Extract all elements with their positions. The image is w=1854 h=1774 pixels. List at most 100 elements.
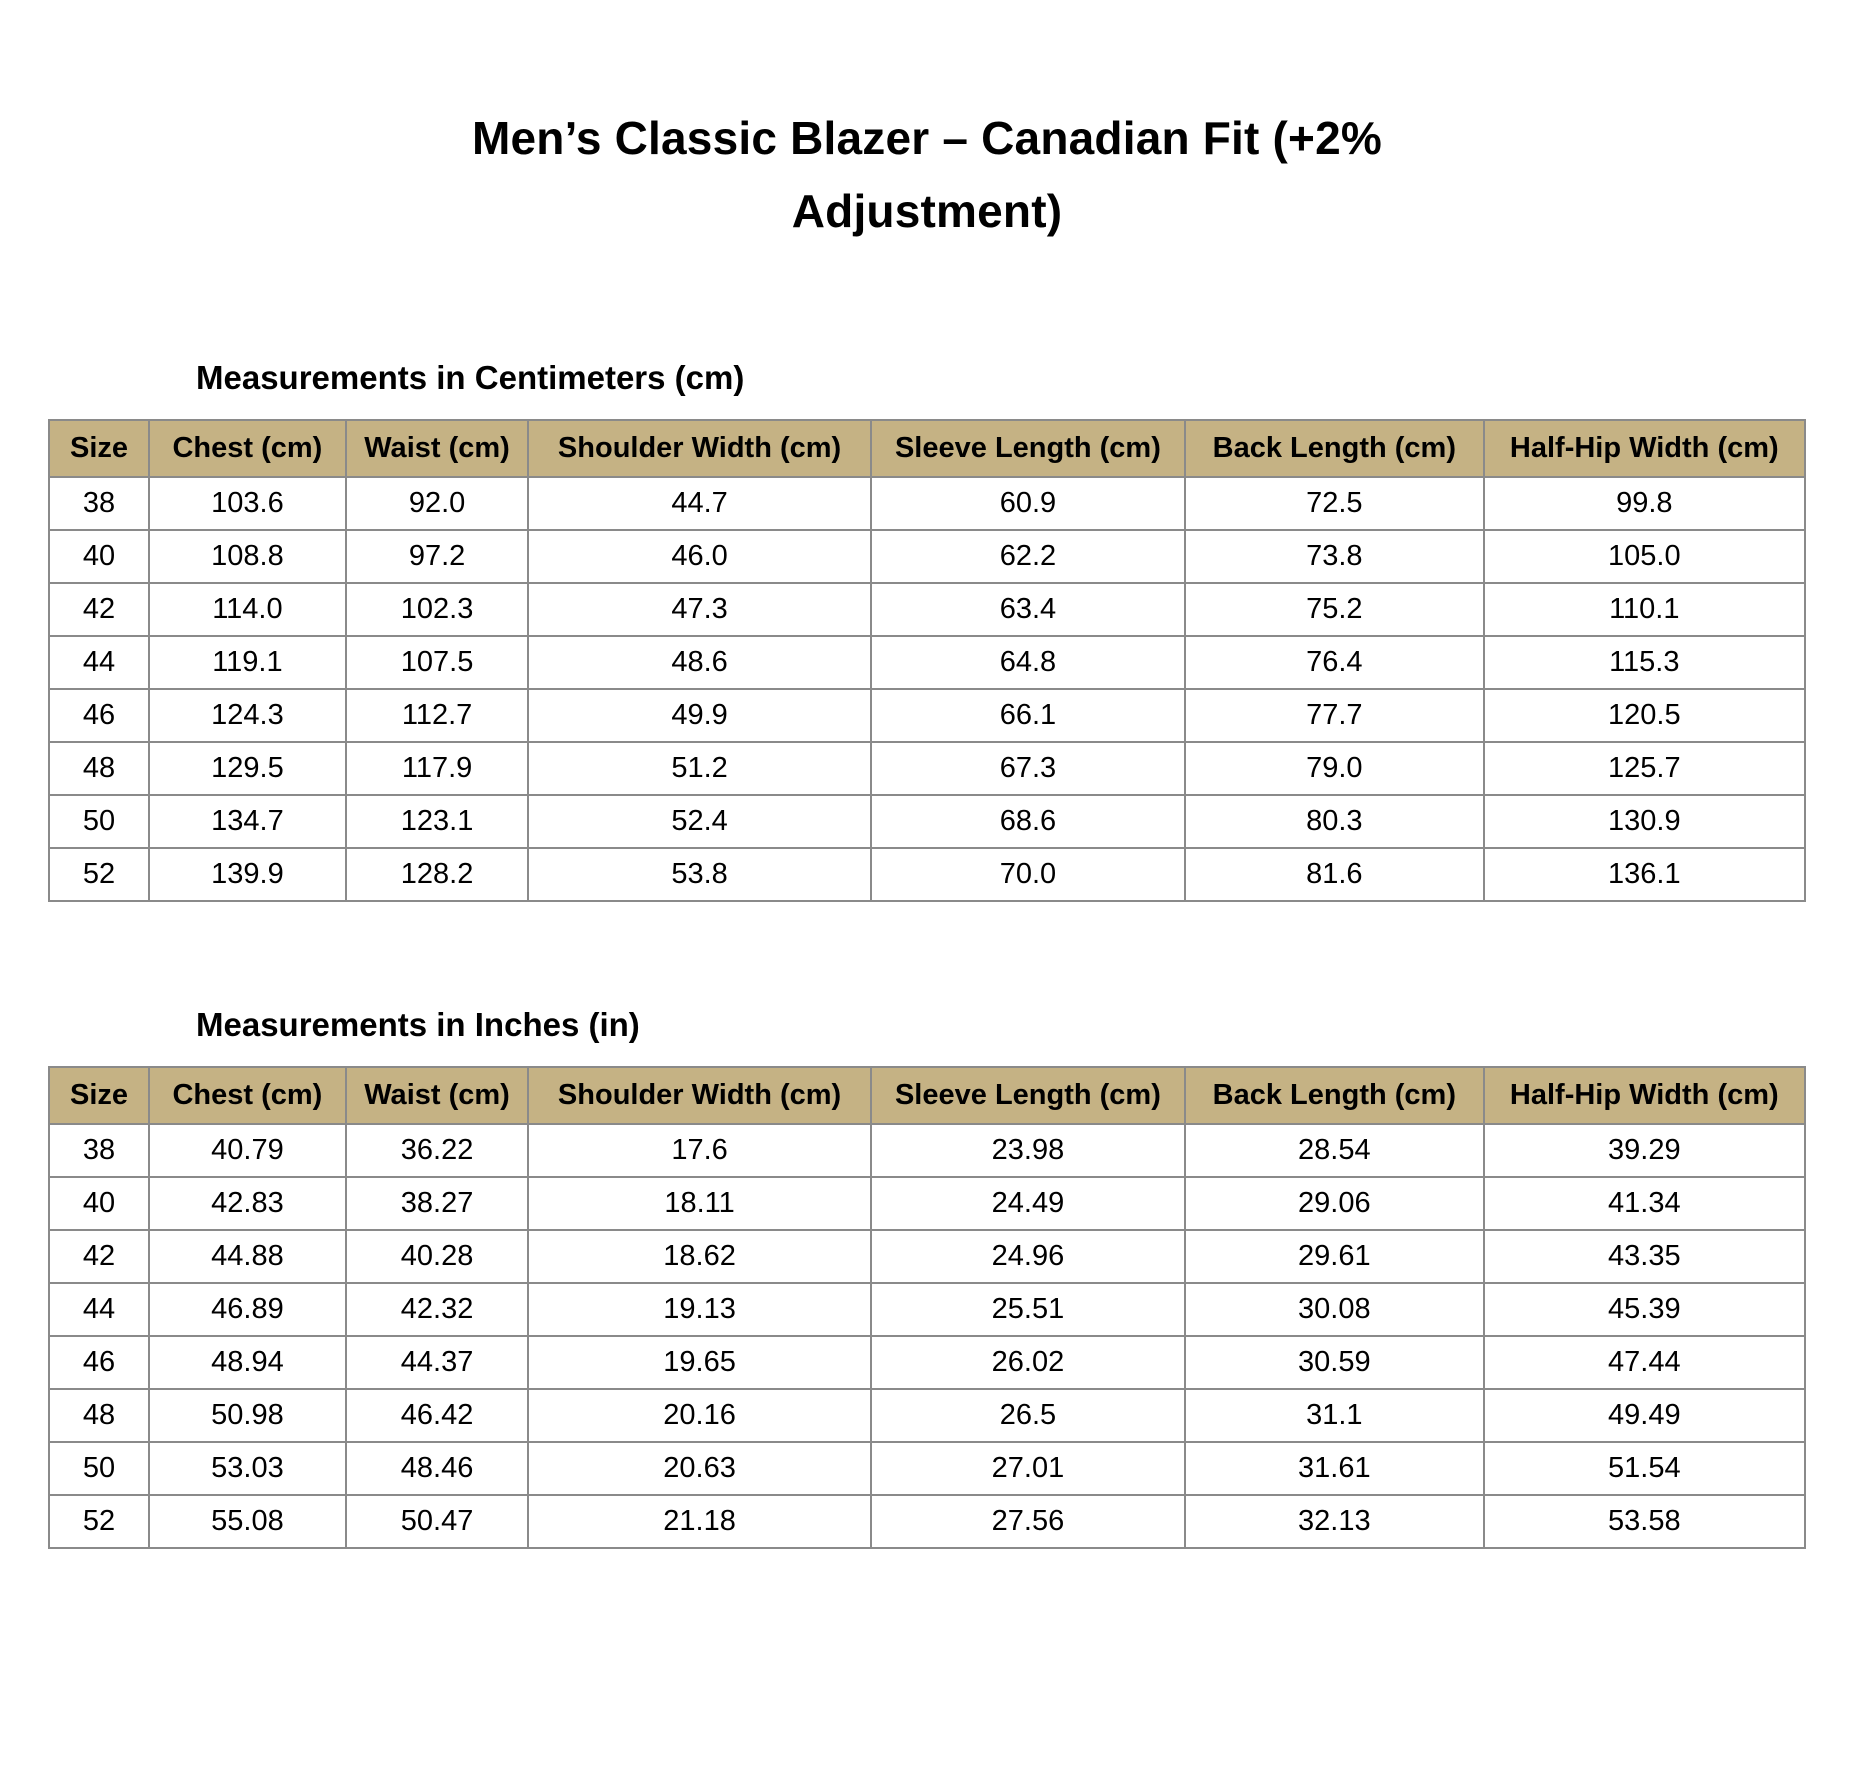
measurement-cell: 92.0: [344, 476, 530, 532]
measurement-cell: 47.3: [527, 582, 872, 638]
measurement-cell: 51.2: [527, 741, 872, 797]
measurement-cell: 55.08: [148, 1494, 347, 1550]
table-row: 46 48.94 44.37 19.65 26.02 30.59 47.44: [47, 1335, 1807, 1391]
measurement-cell: 49.49: [1482, 1388, 1807, 1444]
measurement-cell: 77.7: [1184, 688, 1485, 744]
measurement-cell: 66.1: [869, 688, 1187, 744]
measurement-cell: 29.06: [1184, 1176, 1485, 1232]
measurement-cell: 102.3: [344, 582, 530, 638]
header-row: Size Chest (cm) Waist (cm) Shoulder Width (…: [47, 419, 1807, 479]
column-header: Shoulder Width (cm): [527, 1066, 872, 1126]
measurement-cell: 52.4: [527, 794, 872, 850]
measurement-cell: 36.22: [344, 1123, 530, 1179]
size-cell: 40: [47, 1176, 151, 1232]
table-row: 50 53.03 48.46 20.63 27.01 31.61 51.54: [47, 1441, 1807, 1497]
column-header: Sleeve Length (cm): [869, 419, 1187, 479]
measurement-cell: 46.0: [527, 529, 872, 585]
size-cell: 50: [47, 1441, 151, 1497]
measurement-cell: 23.98: [869, 1123, 1187, 1179]
measurement-cell: 68.6: [869, 794, 1187, 850]
measurement-cell: 20.63: [527, 1441, 872, 1497]
measurement-cell: 64.8: [869, 635, 1187, 691]
measurement-cell: 48.46: [344, 1441, 530, 1497]
measurement-cell: 73.8: [1184, 529, 1485, 585]
size-cell: 42: [47, 582, 151, 638]
header-row: Size Chest (cm) Waist (cm) Shoulder Width (…: [47, 1066, 1807, 1126]
measurement-cell: 130.9: [1482, 794, 1807, 850]
measurement-cell: 60.9: [869, 476, 1187, 532]
measurement-cell: 25.51: [869, 1282, 1187, 1338]
column-header: Back Length (cm): [1184, 1066, 1485, 1126]
measurement-cell: 18.11: [527, 1176, 872, 1232]
measurement-cell: 62.2: [869, 529, 1187, 585]
measurement-cell: 32.13: [1184, 1494, 1485, 1550]
measurement-cell: 24.96: [869, 1229, 1187, 1285]
measurement-cell: 42.83: [148, 1176, 347, 1232]
measurement-cell: 119.1: [148, 635, 347, 691]
column-header: Sleeve Length (cm): [869, 1066, 1187, 1126]
measurement-cell: 53.8: [527, 847, 872, 903]
measurement-cell: 79.0: [1184, 741, 1485, 797]
measurement-cell: 99.8: [1482, 476, 1807, 532]
inches-section: Measurements in Inches (in) Size Chest (c…: [47, 1006, 1807, 1550]
measurement-cell: 53.58: [1482, 1494, 1807, 1550]
measurement-cell: 103.6: [148, 476, 347, 532]
measurement-cell: 129.5: [148, 741, 347, 797]
measurement-cell: 30.08: [1184, 1282, 1485, 1338]
measurement-cell: 48.94: [148, 1335, 347, 1391]
measurement-cell: 40.79: [148, 1123, 347, 1179]
column-header: Shoulder Width (cm): [527, 419, 872, 479]
size-cell: 52: [47, 847, 151, 903]
document-page: Men’s Classic Blazer – Canadian Fit (+2%…: [0, 102, 1854, 1550]
table-row: 52 139.9 128.2 53.8 70.0 81.6 136.1: [47, 847, 1807, 903]
measurement-cell: 19.13: [527, 1282, 872, 1338]
measurement-cell: 49.9: [527, 688, 872, 744]
table-row: 50 134.7 123.1 52.4 68.6 80.3 130.9: [47, 794, 1807, 850]
measurement-cell: 39.29: [1482, 1123, 1807, 1179]
measurement-cell: 63.4: [869, 582, 1187, 638]
size-cell: 50: [47, 794, 151, 850]
measurement-cell: 17.6: [527, 1123, 872, 1179]
column-header: Waist (cm): [344, 1066, 530, 1126]
centimeters-section: Measurements in Centimeters (cm) Size Che…: [47, 359, 1807, 903]
measurement-cell: 29.61: [1184, 1229, 1485, 1285]
measurement-cell: 70.0: [869, 847, 1187, 903]
measurement-cell: 38.27: [344, 1176, 530, 1232]
measurement-cell: 114.0: [148, 582, 347, 638]
measurement-cell: 44.88: [148, 1229, 347, 1285]
measurement-cell: 80.3: [1184, 794, 1485, 850]
table-row: 42 114.0 102.3 47.3 63.4 75.2 110.1: [47, 582, 1807, 638]
measurements-table-inches: Size Chest (cm) Waist (cm) Shoulder Width (…: [47, 1066, 1807, 1550]
size-cell: 46: [47, 688, 151, 744]
column-header: Chest (cm): [148, 419, 347, 479]
measurement-cell: 123.1: [344, 794, 530, 850]
measurement-cell: 45.39: [1482, 1282, 1807, 1338]
measurement-cell: 43.35: [1482, 1229, 1807, 1285]
measurement-cell: 48.6: [527, 635, 872, 691]
table-row: 38 40.79 36.22 17.6 23.98 28.54 39.29: [47, 1123, 1807, 1179]
measurement-cell: 115.3: [1482, 635, 1807, 691]
measurement-cell: 51.54: [1482, 1441, 1807, 1497]
size-cell: 44: [47, 635, 151, 691]
page-title: Men’s Classic Blazer – Canadian Fit (+2%…: [471, 112, 1382, 237]
measurement-cell: 110.1: [1482, 582, 1807, 638]
size-cell: 44: [47, 1282, 151, 1338]
column-header: Half-Hip Width (cm): [1482, 1066, 1807, 1126]
size-cell: 52: [47, 1494, 151, 1550]
measurement-cell: 46.89: [148, 1282, 347, 1338]
column-header: Size: [47, 419, 151, 479]
table-row: 44 119.1 107.5 48.6 64.8 76.4 115.3: [47, 635, 1807, 691]
measurement-cell: 50.98: [148, 1388, 347, 1444]
measurement-cell: 42.32: [344, 1282, 530, 1338]
measurement-cell: 26.02: [869, 1335, 1187, 1391]
size-cell: 38: [47, 1123, 151, 1179]
measurement-cell: 19.65: [527, 1335, 872, 1391]
measurement-cell: 50.47: [344, 1494, 530, 1550]
measurement-cell: 31.1: [1184, 1388, 1485, 1444]
measurement-cell: 81.6: [1184, 847, 1485, 903]
column-header: Chest (cm): [148, 1066, 347, 1126]
size-cell: 42: [47, 1229, 151, 1285]
size-cell: 48: [47, 741, 151, 797]
size-cell: 48: [47, 1388, 151, 1444]
table-row: 46 124.3 112.7 49.9 66.1 77.7 120.5: [47, 688, 1807, 744]
